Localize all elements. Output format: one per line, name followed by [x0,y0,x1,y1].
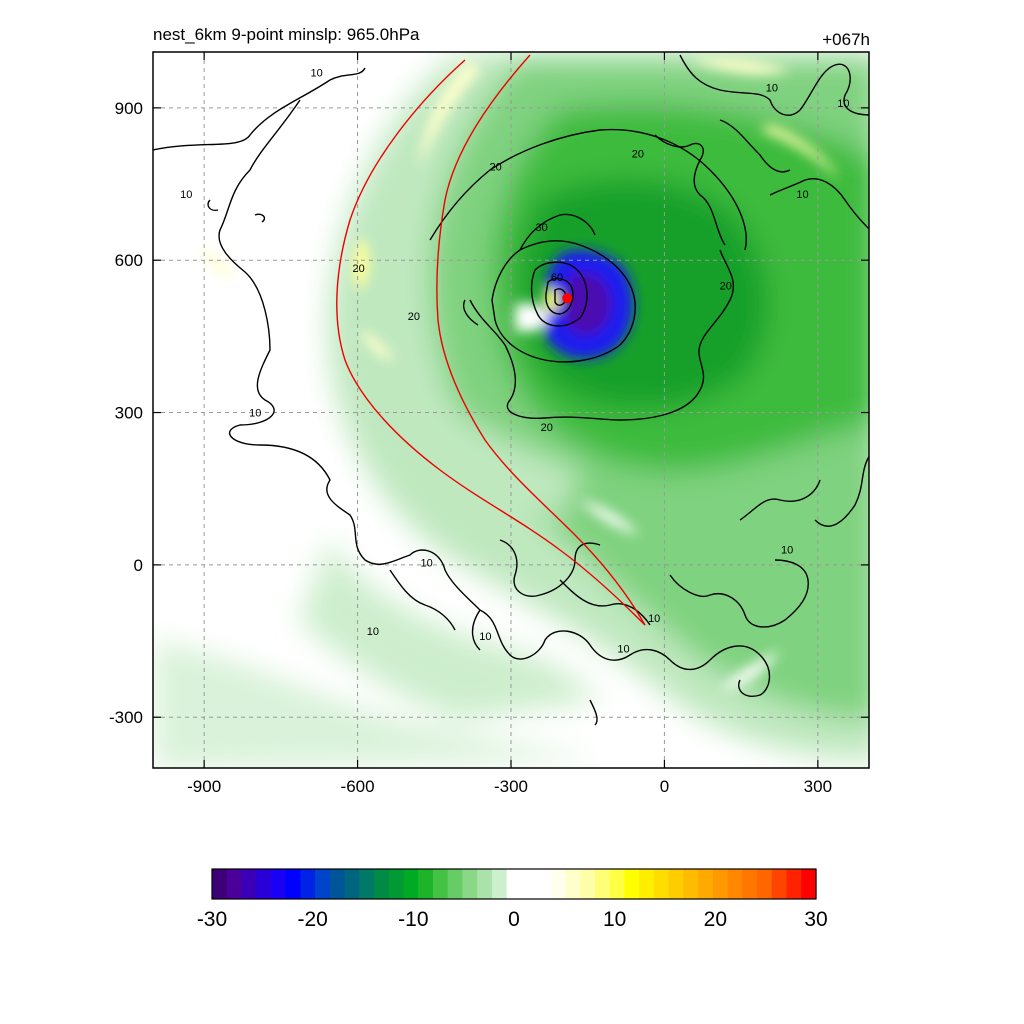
colorbar-swatch [521,869,537,899]
colorbar-tick-label: 0 [508,908,520,931]
contour-label: 10 [617,644,629,656]
colorbar-tick-label: -10 [398,908,428,931]
colorbar-swatch [624,869,640,899]
colorbar-swatch [609,869,626,899]
contour-label: 10 [766,83,778,95]
y-axis: -300 0 300 600 900 [109,99,869,727]
colorbar-swatch [712,869,729,899]
colorbar-swatch [285,869,301,899]
contour-label: 10 [837,98,849,110]
colorbar-swatch [771,869,788,899]
contour-label: 20 [541,422,553,434]
colorbar-swatch [256,869,272,899]
contour-label: 20 [720,281,732,293]
y-tick-label: 300 [115,404,143,423]
colorbar-swatch [491,869,508,899]
contour-label: 20 [352,263,364,275]
colorbar-tick-label: 10 [603,908,626,931]
colorbar [211,868,817,900]
colorbar-swatch [565,869,581,899]
x-tick-label: -900 [187,777,221,796]
colorbar-swatch [329,869,346,899]
colorbar-swatch [359,869,375,899]
colorbar-swatch [418,869,434,899]
colorbar-swatch [786,869,802,899]
colorbar-swatch [683,869,699,899]
colorbar-swatch [374,869,390,899]
contour-labels: 10 10 10 20 20 20 20 20 20 30 60 10 10 10 10 10 10 10 10 10 [180,67,849,656]
colorbar-tick-label: 30 [804,908,827,931]
colorbar-swatch [241,869,257,899]
colorbar-swatch [727,869,743,899]
colorbar-swatch [462,869,478,899]
contour-label: 20 [632,149,644,161]
colorbar-tick-label: -30 [197,908,227,931]
colorbar-swatch [550,869,567,899]
colorbar-tick-label: 20 [704,908,727,931]
x-tick-label: 0 [660,777,669,796]
contour-label: 10 [311,67,323,79]
time-label: +067h [822,30,870,49]
contour-label: 30 [536,222,548,234]
colorbar-swatch [432,869,449,899]
chart-title: nest_6km 9-point minslp: 965.0hPa [153,25,420,44]
colorbar-frame [211,868,817,900]
colorbar-swatch [270,869,287,899]
contour-label: 10 [781,545,793,557]
center-marker [562,293,573,304]
contour-label: 20 [490,161,502,173]
colorbar-swatch [447,869,464,899]
colorbar-swatch [742,869,758,899]
x-axis: -900 -600 -300 0 300 [187,52,832,796]
contour-label: 10 [796,189,808,201]
colorbar-swatch [595,869,611,899]
y-tick-label: 900 [115,99,143,118]
x-tick-label: -600 [341,777,375,796]
contour-label: 10 [249,408,261,420]
colorbar-swatch [212,869,228,899]
y-tick-label: 600 [115,251,143,270]
contour-label: 10 [420,557,432,569]
colorbar-swatch [506,869,522,899]
colorbar-swatch [477,869,493,899]
field-fill [153,52,869,768]
colorbar-swatch [668,869,685,899]
colorbar-swatch [757,869,773,899]
colorbar-swatch [388,869,405,899]
front-lines [336,54,646,626]
y-tick-label: -300 [109,708,143,727]
colorbar-swatch [226,869,243,899]
contour-label: 60 [551,272,563,284]
colorbar-swatch [403,869,419,899]
colorbar-swatch [698,869,714,899]
x-tick-label: -300 [494,777,528,796]
colorbar-labels: -30 -20 -10 0 10 20 30 [197,908,828,931]
x-tick-label: 300 [804,777,832,796]
colorbar-swatch [300,869,316,899]
colorbar-tick-label: -20 [297,908,327,931]
contour-label: 10 [479,631,491,643]
contour-label: 10 [367,626,379,638]
colorbar-swatch [315,869,331,899]
colorbar-swatch [653,869,670,899]
colorbar-swatch [536,869,552,899]
contour-label: 10 [180,189,192,201]
colorbar-swatch [639,869,655,899]
colorbar-swatch [344,869,360,899]
contour-label: 20 [408,311,420,323]
colorbar-swatch [580,869,596,899]
colorbar-swatch [801,869,817,899]
y-tick-label: 0 [134,556,143,575]
contour-lines [153,54,869,726]
contour-label: 10 [648,613,660,625]
